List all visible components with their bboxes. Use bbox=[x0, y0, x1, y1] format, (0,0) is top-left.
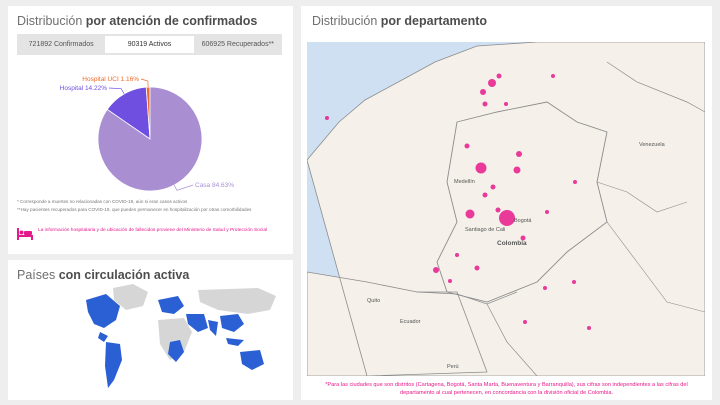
marker-bucaramanga[interactable] bbox=[513, 166, 521, 174]
label-medellin: Medellín bbox=[454, 179, 475, 185]
europe-shape bbox=[158, 296, 184, 314]
attention-pie-chart: Casa 84.63% Hospital 14.22% Hospital UCI 1… bbox=[60, 76, 234, 192]
venezuela-coast bbox=[606, 61, 705, 113]
marker-pasto[interactable] bbox=[448, 279, 452, 283]
marker-valledupar[interactable] bbox=[504, 102, 508, 106]
hospital-bed-icon bbox=[17, 228, 33, 240]
marker-san-andres[interactable] bbox=[325, 116, 329, 120]
marker-pereira[interactable] bbox=[482, 192, 488, 198]
case-markers bbox=[325, 73, 591, 330]
south-america-shape bbox=[105, 342, 122, 388]
marker-monteria[interactable] bbox=[464, 143, 470, 149]
pie-slice-0[interactable] bbox=[97, 86, 203, 192]
label-colombia: Colombia bbox=[497, 240, 527, 247]
africa-shape bbox=[158, 318, 192, 360]
label-quito: Quito bbox=[367, 298, 380, 304]
marker-yopal[interactable] bbox=[545, 210, 549, 214]
hospital-info-text: La información hospitalaria y de ubicaci… bbox=[38, 228, 268, 233]
marker-villavicencio[interactable] bbox=[520, 235, 526, 241]
pie-label-0: Casa 84.63% bbox=[195, 182, 234, 189]
north-america-shape bbox=[86, 294, 120, 328]
label-cali: Santiago de Cali bbox=[465, 227, 505, 233]
east-asia-shape bbox=[220, 314, 244, 332]
inactive-regions bbox=[113, 284, 276, 360]
colombia-map[interactable]: Venezuela Medellín Bogotá Santiago de Ca… bbox=[307, 42, 705, 376]
department-title: Distribución por departamento bbox=[312, 14, 488, 28]
pie-label-2: Hospital UCI 1.16% bbox=[82, 76, 139, 83]
hospital-info: La información hospitalaria y de ubicaci… bbox=[17, 228, 273, 240]
middle-east-shape bbox=[186, 314, 208, 332]
land-mass bbox=[307, 42, 705, 376]
greenland-shape bbox=[113, 284, 148, 310]
marker-cartagena[interactable] bbox=[480, 89, 486, 95]
marker-cucuta[interactable] bbox=[516, 151, 522, 157]
colombia-border bbox=[436, 101, 608, 303]
marker-puerto-carreno[interactable] bbox=[572, 280, 576, 284]
marker-cali[interactable] bbox=[465, 209, 475, 219]
marker-popayan[interactable] bbox=[455, 253, 459, 257]
peru-border bbox=[486, 303, 538, 376]
pie-leader-2 bbox=[140, 78, 149, 88]
marker-bogota[interactable] bbox=[499, 210, 515, 226]
label-ecuador: Ecuador bbox=[400, 319, 421, 325]
world-map bbox=[86, 284, 276, 388]
tab-recuperados[interactable]: 606925 Recuperados** bbox=[201, 41, 275, 48]
pie-label-1: Hospital 14.22% bbox=[60, 85, 108, 92]
southern-africa-shape bbox=[168, 340, 184, 362]
north-asia-shape bbox=[198, 288, 276, 314]
ecuador-border bbox=[416, 291, 518, 305]
central-america-shape bbox=[98, 332, 108, 342]
department-panel: Distribución por departamento bbox=[301, 6, 712, 400]
marker-barranquilla[interactable] bbox=[488, 79, 496, 87]
marker-arauca[interactable] bbox=[573, 180, 577, 184]
footnote-recovered: **Hay pacientes recuperados para COVID-1… bbox=[17, 207, 252, 212]
marker-medellin[interactable] bbox=[475, 162, 487, 174]
southeast-asia-shape bbox=[226, 338, 244, 346]
label-bogota: Bogotá bbox=[514, 218, 532, 224]
marker-mitu[interactable] bbox=[587, 326, 591, 330]
marker-manizales[interactable] bbox=[490, 184, 496, 190]
footnote-deaths: * Corresponde a muertes no relacionadas … bbox=[17, 199, 188, 204]
countries-panel: Países con circulación activa bbox=[8, 260, 293, 400]
india-shape bbox=[208, 320, 218, 336]
label-peru: Perú bbox=[447, 364, 459, 370]
australia-shape bbox=[240, 350, 264, 370]
map-labels: Venezuela Medellín Bogotá Santiago de Ca… bbox=[367, 142, 666, 370]
attention-title: Distribución por atención de confirmados bbox=[17, 14, 258, 28]
pie-leader-1 bbox=[108, 87, 125, 95]
pie-leader-0 bbox=[173, 184, 194, 191]
marker-neiva[interactable] bbox=[474, 265, 480, 271]
colombia-map-canvas: Venezuela Medellín Bogotá Santiago de Ca… bbox=[307, 42, 705, 376]
tab-confirmados[interactable]: 721892 Confirmados bbox=[28, 41, 94, 48]
label-venezuela: Venezuela bbox=[639, 142, 666, 148]
districts-note: *Para las ciudades que son distritos (Ca… bbox=[325, 382, 688, 397]
active-regions bbox=[86, 294, 264, 388]
venezuela-border bbox=[596, 181, 688, 213]
brazil-border bbox=[606, 221, 705, 313]
marker-santa-marta[interactable] bbox=[496, 73, 502, 79]
attention-panel: Distribución por atención de confirmados… bbox=[8, 6, 293, 254]
marker-ibague[interactable] bbox=[495, 207, 501, 213]
status-tabs: 721892 Confirmados 90319 Activos 606925 … bbox=[17, 34, 282, 55]
marker-tumaco[interactable] bbox=[433, 267, 439, 273]
marker-leticia[interactable] bbox=[523, 320, 527, 324]
tab-activos[interactable]: 90319 Activos bbox=[105, 36, 194, 53]
marker-san-jose[interactable] bbox=[543, 286, 547, 290]
marker-riohacha[interactable] bbox=[551, 74, 555, 78]
marker-sincelejo[interactable] bbox=[482, 101, 488, 107]
countries-title: Países con circulación activa bbox=[17, 268, 190, 282]
